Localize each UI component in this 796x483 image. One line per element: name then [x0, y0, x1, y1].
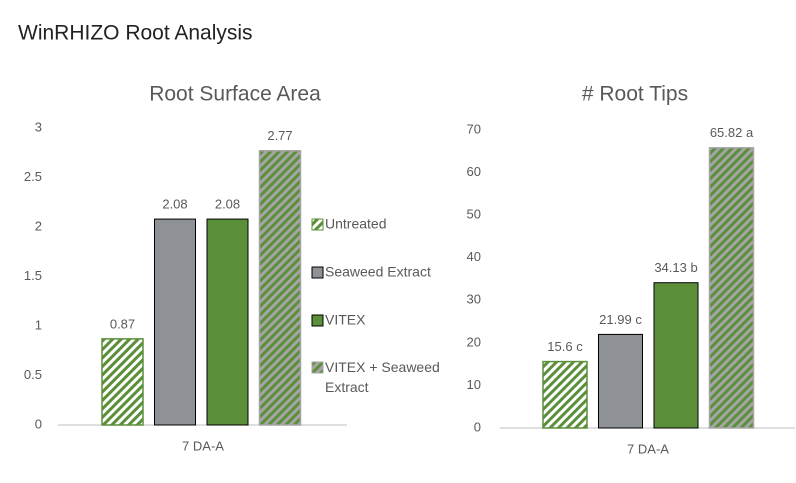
bar: [154, 218, 196, 426]
y-tick-label: 3: [35, 119, 42, 134]
value-label: 21.99 c: [599, 312, 642, 327]
y-tick-label: 0.5: [24, 367, 42, 382]
y-tick-label: 40: [467, 249, 481, 264]
legend-label: VITEX + Seaweed Extract: [325, 359, 440, 395]
legend-swatch: [311, 266, 324, 279]
y-tick-label: 10: [467, 377, 481, 392]
legend-label: VITEX: [325, 312, 366, 328]
legend-label: Untreated: [325, 216, 386, 232]
legend-item: Seaweed Extract: [311, 264, 431, 280]
value-label: 34.13 b: [654, 260, 697, 275]
y-tick-label: 70: [467, 121, 481, 136]
x-tick-label: 7 DA-A: [182, 438, 224, 453]
legend-label: Seaweed Extract: [325, 264, 431, 280]
legend-item: VITEX: [311, 312, 366, 328]
bar: [708, 147, 755, 429]
y-tick-label: 50: [467, 207, 481, 222]
legend-item: Untreated: [311, 216, 386, 232]
bar: [206, 218, 249, 426]
page-title: WinRHIZO Root Analysis: [18, 22, 253, 45]
y-tick-label: 0: [35, 416, 42, 431]
chart-title: # Root Tips: [582, 83, 688, 106]
chart-title: Root Surface Area: [149, 83, 321, 106]
legend-item: VITEX + Seaweed Extract: [311, 359, 440, 395]
y-tick-label: 1.5: [24, 268, 42, 283]
legend-swatch: [311, 218, 324, 231]
value-label: 2.77: [267, 128, 292, 143]
bar: [653, 282, 699, 429]
value-label: 15.6 c: [547, 339, 583, 354]
bar: [542, 360, 588, 429]
value-label: 65.82 a: [710, 125, 754, 140]
y-tick-label: 60: [467, 164, 481, 179]
y-tick-label: 30: [467, 292, 481, 307]
bar: [258, 150, 302, 426]
legend-swatch: [311, 314, 324, 327]
y-tick-label: 0: [474, 419, 481, 434]
y-tick-label: 20: [467, 334, 481, 349]
value-label: 0.87: [110, 316, 135, 331]
value-label: 2.08: [162, 197, 187, 212]
bar: [598, 333, 643, 429]
value-label: 2.08: [215, 197, 240, 212]
y-tick-label: 2: [35, 218, 42, 233]
legend-swatch: [311, 361, 324, 374]
x-tick-label: 7 DA-A: [627, 441, 669, 456]
y-tick-label: 1: [35, 317, 42, 332]
y-tick-label: 2.5: [24, 169, 42, 184]
bar: [101, 338, 144, 426]
